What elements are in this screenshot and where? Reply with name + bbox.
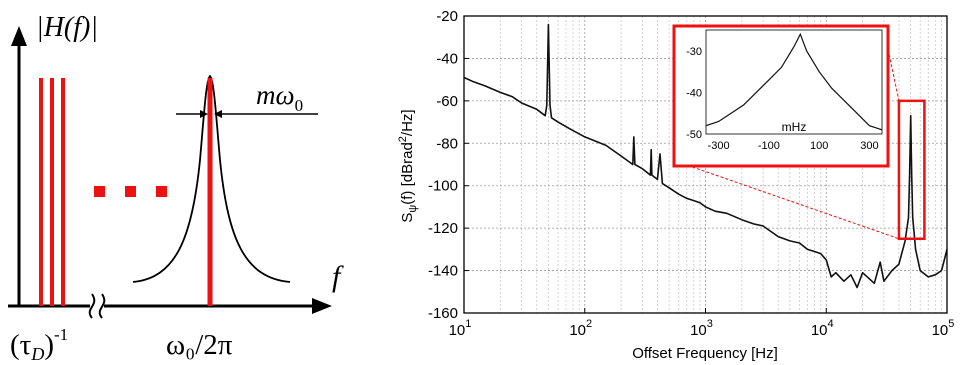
ellipsis-squares [94, 186, 167, 197]
comb-lines [39, 78, 65, 306]
axis-break-mark-2 [98, 293, 106, 319]
y-tick-labels: -20 -40 -60 -80 -100 -120 -140 -160 [428, 8, 469, 322]
y-tick-label: -20 [436, 8, 458, 25]
y-label-mid: (f) [dBrad [399, 142, 416, 205]
x-tick-label: 105 [932, 318, 955, 339]
y-tick-label: -120 [428, 220, 458, 237]
ellipsis-square-2 [125, 186, 136, 197]
y-tick-label: -40 [436, 50, 458, 67]
schematic-y-arrowhead [11, 26, 27, 46]
phase-noise-trace [463, 23, 948, 289]
inset-x-tick-label: 100 [810, 140, 828, 152]
inset-frame [705, 29, 883, 135]
transfer-function-schematic: |H(f)| mω0 f (τD)-1 ω₀/2π [8, 12, 344, 364]
inset-trace [705, 32, 883, 131]
inset-x-tick-label: 300 [860, 140, 878, 152]
linewidth-arrowhead-right [214, 110, 222, 118]
x-tick-label: 103 [690, 318, 713, 339]
schematic-y-label: |H(f)| [36, 12, 98, 43]
y-label-sup: 2 [397, 136, 409, 142]
zoom-connector-bottom [677, 161, 900, 240]
y-axis-label: Sψ(f) [dBrad2/Hz] [397, 109, 419, 222]
inset-x-label: mHz [782, 120, 807, 134]
x-tick-labels: 101 102 103 104 105 [449, 308, 955, 339]
y-label-s: S [399, 213, 416, 223]
inset-x-tick-label: -100 [758, 140, 780, 152]
y-tick-label: -80 [436, 135, 458, 152]
y-label-sub: ψ [407, 205, 419, 213]
schematic-x-arrowhead [312, 298, 332, 314]
comb-spacing-label: (τD)-1 [10, 325, 68, 364]
inset-y-tick-label: -30 [686, 46, 702, 58]
y-label-end: /Hz] [399, 109, 416, 136]
x-tick-label: 102 [569, 318, 592, 339]
inset-x-tick-label: -300 [708, 140, 730, 152]
lorentzian-curve [132, 74, 291, 283]
zoom-region-box [897, 99, 926, 240]
inset-background [672, 24, 890, 168]
axis-break-mark-1 [88, 293, 96, 319]
y-tick-label: -60 [436, 93, 458, 110]
linewidth-label: mω0 [256, 80, 303, 115]
x-tick-label: 101 [449, 318, 472, 339]
ellipsis-square-1 [94, 186, 105, 197]
carrier-frequency-label: ω₀/2π [166, 329, 233, 361]
x-axis-label: Offset Frequency [Hz] [632, 345, 778, 362]
inset-plot: -300 -100 100 300 -30 -40 -50 mHz [672, 24, 890, 168]
linewidth-arrowhead-left [200, 110, 208, 118]
y-tick-label: -160 [428, 305, 458, 322]
y-tick-label: -140 [428, 263, 458, 280]
x-tick-label: 104 [811, 318, 834, 339]
inset-y-tick-label: -50 [686, 129, 702, 141]
inset-y-tick-label: -40 [686, 87, 702, 99]
y-tick-label: -100 [428, 178, 458, 195]
ellipsis-square-3 [156, 186, 167, 197]
series-layer [463, 23, 948, 289]
